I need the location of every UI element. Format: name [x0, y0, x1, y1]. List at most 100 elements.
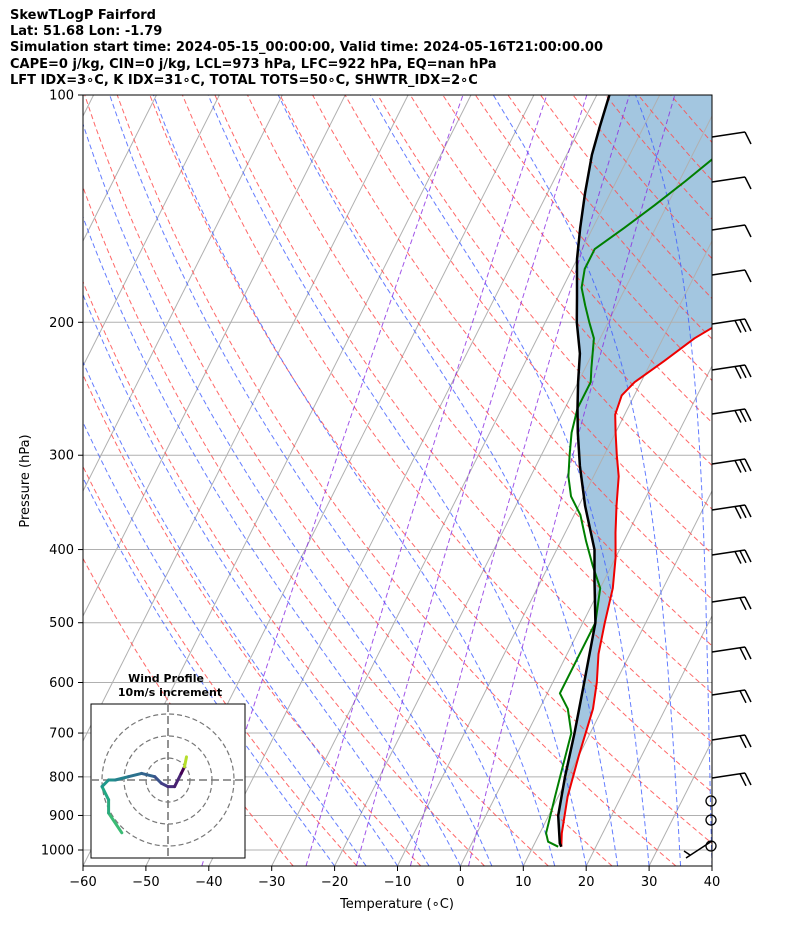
- isotherm: [83, 95, 283, 493]
- wind-barb-feather: [744, 269, 752, 283]
- dry-adiabat: [84, 95, 613, 866]
- wind-barb: [711, 689, 752, 704]
- moist-adiabat: [83, 122, 493, 866]
- isotherm: [83, 95, 95, 118]
- x-tick-label: −40: [195, 875, 222, 890]
- y-tick-label: 700: [49, 727, 74, 742]
- x-tick-label: 0: [456, 875, 464, 890]
- moist-adiabat: [153, 95, 556, 866]
- wind-barb-staff: [711, 772, 746, 779]
- isotherm: [397, 239, 712, 866]
- wind-barb-feather: [744, 596, 752, 610]
- temperature-line: [560, 326, 712, 847]
- wind-barb-feather: [744, 131, 752, 145]
- dry-adiabat: [214, 95, 712, 743]
- dry-adiabat: [116, 95, 677, 866]
- wind-barb-feather: [734, 366, 742, 379]
- wind-barb-feather: [739, 735, 747, 749]
- wind-barb: [711, 176, 752, 190]
- x-tick-label: 20: [578, 875, 595, 890]
- y-tick-label: 800: [49, 770, 74, 785]
- isotherm: [522, 489, 712, 866]
- y-tick-label: 200: [49, 316, 74, 331]
- x-tick-label: 30: [641, 875, 658, 890]
- hodograph-segment: [100, 778, 111, 789]
- wind-barb-feather: [734, 506, 742, 519]
- wind-barb-feather: [744, 176, 752, 190]
- calm-wind-marker: [705, 814, 717, 826]
- x-tick-label: −30: [258, 875, 285, 890]
- hodograph-subtitle: 10m/s increment: [118, 686, 222, 699]
- dry-adiabat: [409, 95, 712, 467]
- wind-barb-feather: [744, 646, 752, 660]
- wind-barb: [711, 646, 752, 661]
- wind-barb-feather: [739, 319, 747, 333]
- wind-barb-feather: [744, 364, 752, 378]
- wind-barb-staff: [711, 176, 746, 183]
- y-tick-label: 900: [49, 809, 74, 824]
- x-tick-label: −50: [132, 875, 159, 890]
- wind-barb-feather: [744, 408, 752, 422]
- wind-barb-feather: [744, 549, 752, 563]
- wind-barb: [711, 734, 752, 749]
- wind-barb: [711, 772, 752, 787]
- dewpoint-line: [545, 158, 712, 848]
- wind-barb-feather: [744, 504, 752, 518]
- wind-barb-staff: [711, 734, 746, 741]
- hodograph-segment: [153, 775, 163, 785]
- y-tick-label: 500: [49, 616, 74, 631]
- wind-barb-feather: [734, 551, 742, 564]
- hodograph-plot: [91, 704, 245, 858]
- wind-barb-feather: [739, 409, 747, 423]
- isotherm: [271, 95, 661, 866]
- wind-barb-feather: [734, 410, 742, 423]
- mixing-ratio-line: [409, 95, 630, 866]
- x-tick-label: 40: [704, 875, 721, 890]
- x-tick-label: −20: [321, 875, 348, 890]
- dry-adiabat: [83, 465, 358, 866]
- dry-adiabat: [247, 95, 712, 695]
- wind-barb: [711, 408, 752, 423]
- wind-barb: [711, 549, 752, 564]
- wind-barb-feather: [744, 734, 752, 748]
- wind-barb: [711, 364, 752, 379]
- y-axis-label: Pressure (hPa): [18, 434, 33, 527]
- dry-adiabat: [377, 95, 712, 510]
- isotherm: [83, 95, 409, 743]
- moist-adiabat: [83, 293, 430, 866]
- dry-adiabat: [83, 373, 422, 866]
- moist-adiabat: [83, 421, 367, 866]
- wind-barb-feather: [744, 772, 752, 786]
- wind-barb-staff: [711, 689, 746, 696]
- wind-barb-feather: [739, 647, 747, 661]
- hodograph-title: Wind Profile: [128, 672, 204, 685]
- x-tick-label: −10: [384, 875, 411, 890]
- wind-barb-feather: [744, 689, 752, 703]
- dry-adiabat: [181, 95, 712, 793]
- isotherm: [83, 95, 220, 368]
- wind-barb-feather: [739, 690, 747, 704]
- wind-barb-feather: [734, 460, 742, 473]
- moist-adiabat: [83, 476, 336, 866]
- hodograph-ring: [101, 713, 235, 847]
- wind-barb-staff: [711, 318, 746, 325]
- moist-adiabat: [207, 95, 587, 866]
- y-tick-label: 300: [49, 449, 74, 464]
- wind-barb-staff: [711, 408, 746, 415]
- wind-barb-staff: [711, 504, 746, 511]
- y-tick-label: 600: [49, 676, 74, 691]
- wind-barb-staff: [711, 364, 746, 371]
- wind-barb-staff: [711, 646, 746, 653]
- moist-adiabat: [83, 215, 461, 866]
- hodograph-segment: [126, 771, 144, 779]
- wind-barb: [711, 596, 752, 611]
- isotherm: [83, 95, 157, 243]
- header-line-4: CAPE=0 j/kg, CIN=0 j/kg, LCL=973 hPa, LF…: [10, 57, 497, 72]
- wind-barb-feather: [744, 318, 752, 332]
- moist-adiabat: [635, 95, 712, 866]
- y-tick-label: 1000: [41, 844, 74, 859]
- header-line-3: Simulation start time: 2024-05-15_00:00:…: [10, 40, 603, 55]
- wind-barb-surface: [685, 840, 713, 859]
- hodograph-segment: [113, 775, 130, 782]
- parcel-line: [556, 95, 611, 848]
